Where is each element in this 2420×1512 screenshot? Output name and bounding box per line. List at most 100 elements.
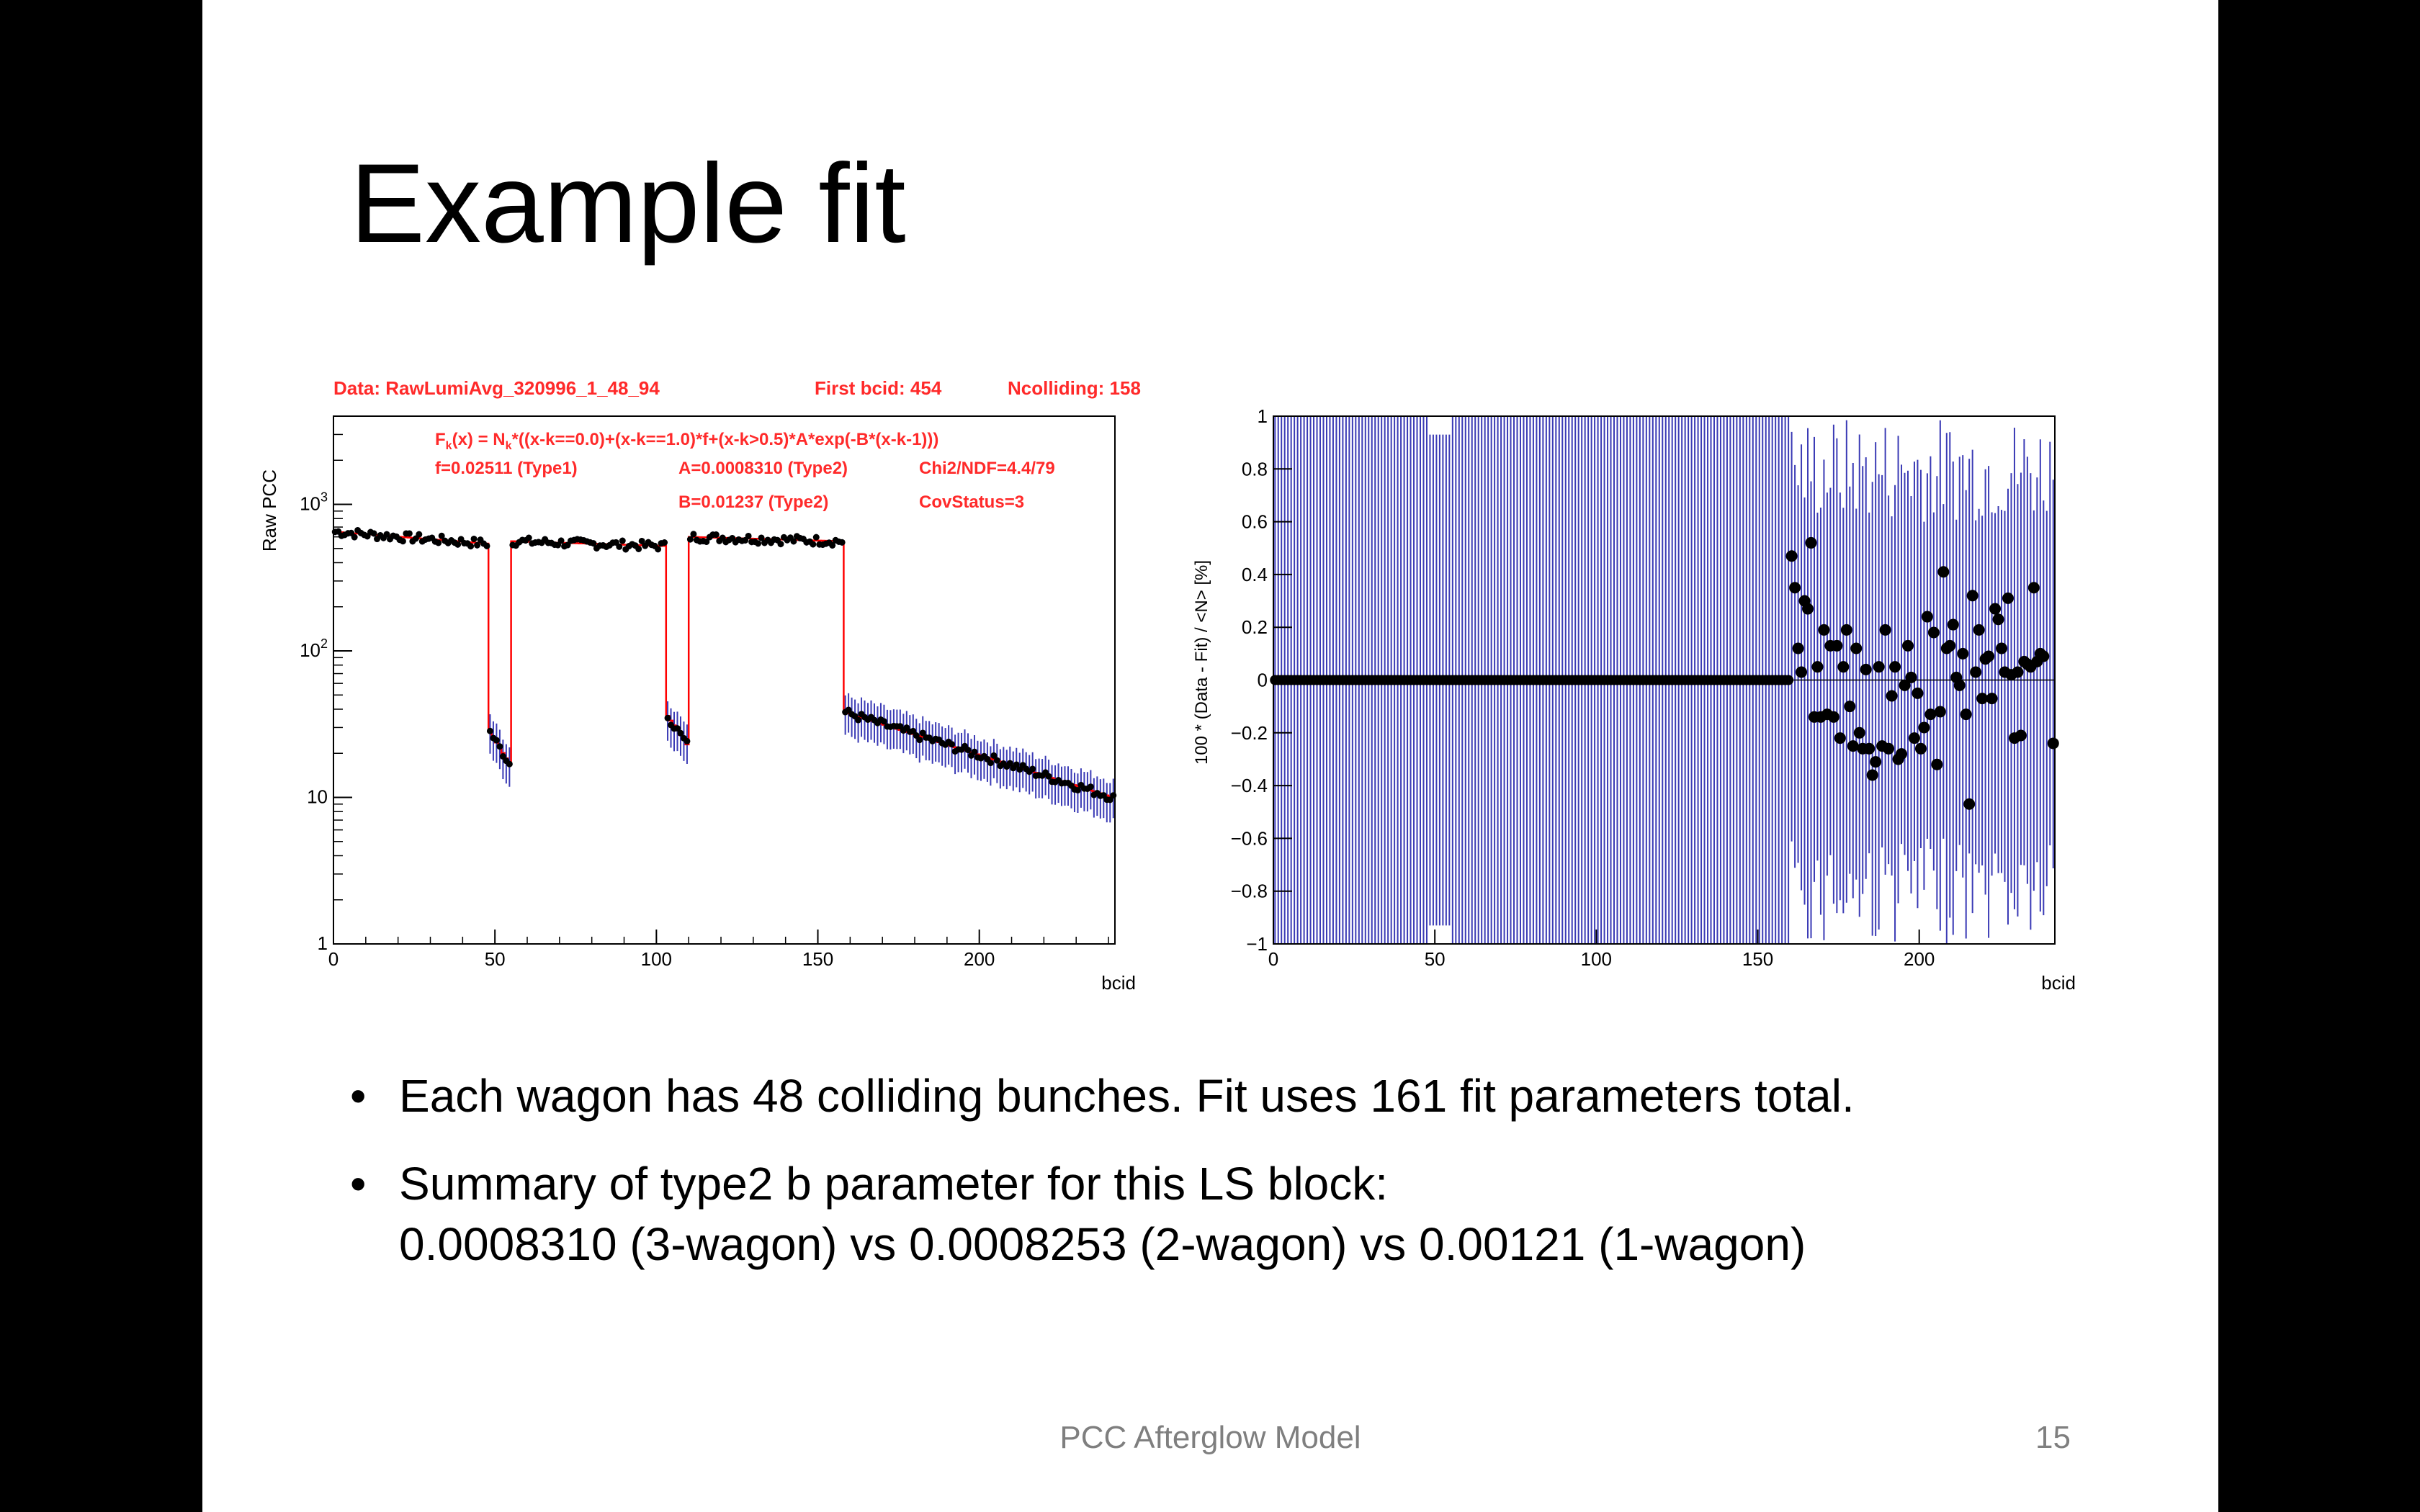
bullet-text-continued: 0.0008310 (3-wagon) vs 0.0008253 (2-wago… bbox=[399, 1218, 1806, 1270]
data-point bbox=[1029, 765, 1036, 773]
data-point bbox=[916, 737, 923, 744]
data-point bbox=[2027, 582, 2040, 594]
data-point bbox=[1866, 769, 1878, 781]
bullet-text: Each wagon has 48 colliding bunches. Fit… bbox=[399, 1070, 1855, 1122]
data-point bbox=[686, 536, 694, 543]
data-point bbox=[1834, 732, 1846, 744]
data-point bbox=[758, 534, 765, 541]
data-point bbox=[1074, 786, 1081, 793]
data-point bbox=[1827, 711, 1839, 723]
tick-exponent: 2 bbox=[321, 636, 328, 651]
y-tick-label: −1 bbox=[1246, 933, 1268, 955]
tick-base: 10 bbox=[300, 639, 321, 661]
formula-subscript: k bbox=[506, 440, 512, 452]
data-point bbox=[1976, 693, 1989, 705]
data-point bbox=[435, 539, 442, 546]
tick-exponent: 3 bbox=[321, 490, 328, 505]
x-tick-label: 50 bbox=[1425, 948, 1446, 970]
data-point bbox=[1853, 726, 1865, 739]
data-point bbox=[1844, 701, 1856, 713]
data-point bbox=[496, 743, 503, 750]
right-axes: 0 50 100 150 200 1 0.8 0.6 0.4 0.2 0 −0.2 −0.4 −0.6 −0… bbox=[1231, 405, 1935, 970]
right-data-marks bbox=[1270, 416, 2059, 944]
data-point bbox=[351, 534, 358, 541]
data-point bbox=[1889, 661, 1901, 673]
data-point bbox=[1896, 748, 1908, 760]
data-point bbox=[673, 725, 681, 732]
x-tick-label: 0 bbox=[1268, 948, 1278, 970]
param-chi2: Chi2/NDF=4.4/79 bbox=[919, 459, 1055, 478]
slide: Example fit Data: RawLumiAvg_320996_1_48… bbox=[202, 0, 2218, 1512]
data-point bbox=[703, 538, 710, 545]
page-number: 15 bbox=[2035, 1420, 2071, 1455]
data-point bbox=[1908, 732, 1920, 744]
data-point bbox=[812, 534, 820, 541]
data-point bbox=[525, 534, 532, 541]
data-point bbox=[506, 760, 513, 768]
data-point bbox=[483, 542, 490, 549]
x-tick-label: 0 bbox=[328, 948, 339, 970]
data-point bbox=[1883, 742, 1895, 755]
data-point bbox=[755, 540, 762, 547]
y-axis-label: Raw PCC bbox=[259, 469, 280, 552]
data-point bbox=[474, 541, 481, 549]
data-point bbox=[1960, 708, 1972, 721]
data-point bbox=[1963, 798, 1976, 810]
data-point bbox=[964, 747, 972, 754]
data-point bbox=[1873, 661, 1885, 673]
y-axis-label: 100 * (Data - Fit) / <N> [%] bbox=[1192, 560, 1211, 765]
y-tick-label: −0.8 bbox=[1231, 881, 1268, 902]
data-point bbox=[1924, 708, 1937, 721]
data-point bbox=[1931, 758, 1943, 770]
data-point bbox=[470, 535, 478, 542]
data-point bbox=[790, 538, 797, 545]
slide-title: Example fit bbox=[350, 141, 906, 266]
data-point bbox=[1796, 666, 1808, 678]
data-point bbox=[949, 741, 956, 748]
formula-part: *((x-k==0.0)+(x-k==1.0)*f+(x-k>0.5)*A*ex… bbox=[512, 430, 939, 449]
data-point bbox=[1927, 626, 1940, 639]
data-point bbox=[990, 752, 998, 759]
data-point bbox=[616, 543, 623, 550]
data-point bbox=[684, 737, 691, 744]
data-point bbox=[2002, 592, 2014, 604]
data-point bbox=[416, 531, 423, 538]
data-point bbox=[993, 757, 1000, 764]
data-point bbox=[486, 727, 493, 734]
y-tick-label: −0.6 bbox=[1231, 827, 1268, 849]
x-tick-label: 200 bbox=[1904, 948, 1935, 970]
data-point bbox=[1783, 675, 1794, 685]
y-tick-label: 103 bbox=[300, 490, 328, 515]
y-tick-label: 0.2 bbox=[1242, 616, 1268, 638]
left-data-marks bbox=[331, 526, 1117, 823]
data-point bbox=[1992, 613, 2004, 626]
data-point bbox=[1818, 624, 1830, 636]
bullet-dot: • bbox=[350, 1070, 367, 1122]
data-point bbox=[655, 546, 662, 553]
header-data-label: Data: RawLumiAvg_320996_1_48_94 bbox=[333, 377, 660, 399]
header-first-bcid: First bcid: 454 bbox=[815, 377, 942, 399]
data-point bbox=[1789, 582, 1801, 594]
data-point bbox=[1006, 760, 1013, 767]
data-point bbox=[919, 729, 926, 737]
data-point bbox=[1785, 550, 1798, 562]
data-point bbox=[1937, 566, 1950, 578]
param-a: A=0.0008310 (Type2) bbox=[678, 459, 848, 478]
param-b: B=0.01237 (Type2) bbox=[678, 492, 828, 512]
data-point bbox=[499, 753, 506, 760]
footer-text: PCC Afterglow Model bbox=[1059, 1420, 1361, 1455]
data-point bbox=[454, 541, 462, 548]
data-point bbox=[1863, 742, 1876, 755]
data-point bbox=[1957, 647, 1969, 660]
data-point bbox=[370, 530, 377, 537]
data-point bbox=[619, 537, 626, 544]
data-point bbox=[1912, 687, 1924, 699]
data-point bbox=[745, 532, 752, 539]
data-point bbox=[690, 531, 697, 538]
data-point bbox=[1918, 721, 1930, 734]
data-point bbox=[971, 748, 978, 755]
bullet-list: • Each wagon has 48 colliding bunches. F… bbox=[350, 1066, 2151, 1302]
data-point bbox=[1966, 590, 1978, 602]
data-point bbox=[664, 714, 671, 721]
